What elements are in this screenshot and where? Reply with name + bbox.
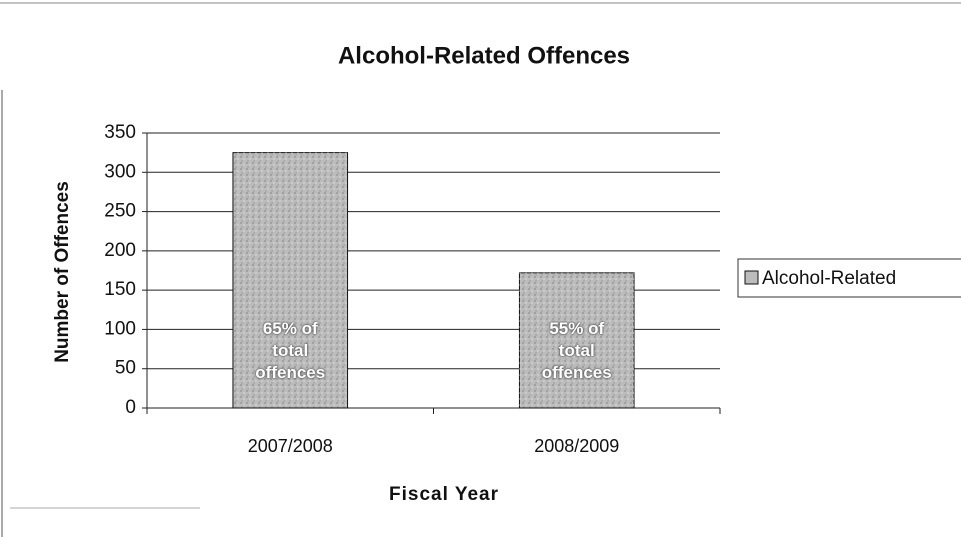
legend-label: Alcohol-Related <box>762 268 896 289</box>
y-tick-label: 150 <box>104 279 136 300</box>
y-axis-label: Number of Offences <box>52 181 73 363</box>
x-tick-label: 2007/2008 <box>248 436 333 456</box>
y-tick-label: 50 <box>115 358 136 379</box>
y-tick-label: 350 <box>104 122 136 143</box>
chart-title: Alcohol-Related Offences <box>338 42 630 69</box>
legend-swatch <box>744 270 759 285</box>
bar-annotation: 55% of total offences <box>541 319 612 382</box>
legend-box <box>737 258 961 298</box>
x-tick-label: 2008/2009 <box>534 436 619 456</box>
y-tick-label: 250 <box>104 201 136 222</box>
y-tick-label: 200 <box>104 240 136 261</box>
y-tick-label: 300 <box>104 161 136 182</box>
bar-texture <box>232 152 348 408</box>
y-tick-label: 0 <box>125 397 136 418</box>
y-tick-label: 100 <box>104 318 136 339</box>
bar-texture <box>519 272 635 408</box>
x-axis-label: Fiscal Year <box>389 484 499 505</box>
bar-annotation: 65% of total offences <box>255 319 326 382</box>
